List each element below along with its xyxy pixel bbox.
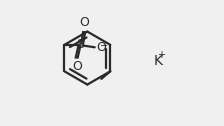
Text: O: O xyxy=(97,41,106,54)
Text: S: S xyxy=(76,38,84,51)
Text: +: + xyxy=(157,50,165,60)
Text: O: O xyxy=(72,60,82,73)
Text: O: O xyxy=(79,16,89,29)
Text: K: K xyxy=(154,54,163,68)
Text: −: − xyxy=(100,41,108,51)
